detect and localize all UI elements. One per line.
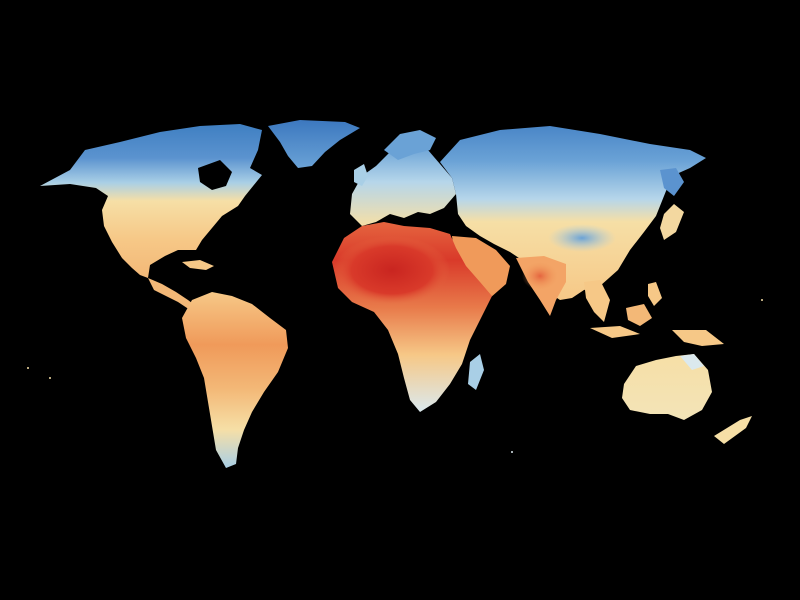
indonesia (590, 326, 640, 338)
small-island (511, 451, 513, 453)
region-central-america (148, 278, 196, 310)
small-island (49, 377, 51, 379)
region-asia (440, 126, 706, 300)
small-island (761, 299, 763, 301)
philippines (648, 282, 662, 306)
borneo (626, 304, 652, 326)
australia-north (680, 354, 704, 370)
small-island (27, 367, 29, 369)
region-europe (350, 146, 456, 226)
region-australia (622, 354, 712, 420)
hudson-bay (198, 160, 232, 190)
region-south-america (182, 292, 288, 468)
region-north-america (40, 124, 262, 278)
japan (660, 204, 684, 240)
madagascar (468, 354, 484, 390)
southeast-asia (584, 280, 610, 322)
british-isles (354, 164, 368, 186)
new-zealand (714, 416, 752, 444)
india-hot-core (522, 262, 558, 290)
scandinavia (384, 130, 436, 160)
caribbean-islands (182, 260, 214, 270)
kamchatka (660, 168, 684, 196)
new-guinea (672, 330, 724, 346)
region-greenland (268, 120, 360, 168)
sahara-hot-core (334, 236, 450, 304)
tibetan-plateau (548, 224, 616, 252)
